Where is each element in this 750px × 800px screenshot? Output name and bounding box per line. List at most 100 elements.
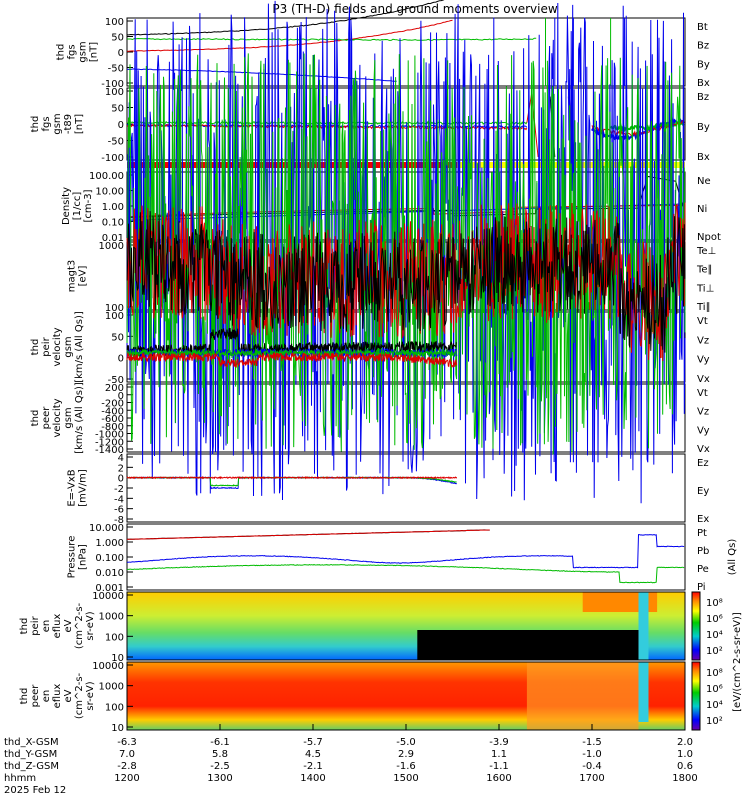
legend-Bz: Bz bbox=[697, 92, 709, 103]
ylabel-line: (cm^2-s- bbox=[74, 672, 85, 719]
xaxis-value: 1.1 bbox=[491, 749, 507, 760]
xaxis-row-label: thd_Y-GSM bbox=[4, 749, 57, 760]
colorbar-tick: 10⁴ bbox=[706, 700, 723, 711]
colorbar bbox=[691, 591, 701, 661]
ytick-label: -1200 bbox=[95, 437, 124, 448]
ytick-label: -800 bbox=[101, 422, 124, 433]
ylabel-line: (cm^2-s- bbox=[74, 602, 85, 649]
legend-Bt: Bt bbox=[697, 22, 708, 33]
peer-spectrogram-stripe bbox=[638, 662, 649, 722]
ylabel-line: thd bbox=[19, 618, 30, 635]
ytick-label: 50 bbox=[111, 104, 124, 115]
ylabel-line: -t89 bbox=[63, 114, 74, 134]
ylabel-line: velocity bbox=[52, 327, 63, 366]
legend-Vy: Vy bbox=[697, 425, 710, 436]
ylabel-line: [nT] bbox=[74, 114, 85, 134]
series-Bz bbox=[127, 19, 453, 52]
ytick-label: 1000 bbox=[99, 612, 124, 623]
ytick-label: 0 bbox=[118, 48, 124, 59]
ytick-label: 100 bbox=[105, 17, 124, 28]
ylabel-line: eV bbox=[63, 619, 74, 632]
ylabel-line: gsm bbox=[78, 41, 89, 62]
ylabel-line: [nT] bbox=[89, 42, 100, 62]
side-label: (All Qs) bbox=[727, 539, 738, 576]
ytick-label: 10.000 bbox=[89, 523, 124, 534]
xaxis-value: 1200 bbox=[114, 773, 139, 784]
ytick-label: 0 bbox=[118, 391, 124, 402]
legend-Vt: Vt bbox=[697, 388, 708, 399]
xaxis-value: 1400 bbox=[300, 773, 325, 784]
ytick-label: -8 bbox=[114, 515, 124, 526]
ytick-label: 10 bbox=[111, 723, 124, 734]
legend-Vz: Vz bbox=[697, 335, 709, 346]
legend-Vt: Vt bbox=[697, 316, 708, 327]
legend-Bx: Bx bbox=[697, 152, 710, 163]
legend-Ez: Ez bbox=[697, 458, 709, 469]
date-label: 2025 Feb 12 bbox=[4, 785, 66, 796]
ytick-label: 10000 bbox=[92, 661, 124, 672]
ylabel-line: fgs bbox=[67, 44, 78, 59]
ytick-label: 10.00 bbox=[95, 187, 124, 198]
ylabel-line: eV bbox=[63, 689, 74, 702]
xaxis-value: -1.5 bbox=[582, 737, 602, 748]
legend-Pb: Pb bbox=[697, 546, 709, 557]
legend-Bz: Bz bbox=[697, 41, 709, 52]
xaxis-value: -1.1 bbox=[489, 761, 509, 772]
series-By bbox=[127, 37, 537, 42]
colorbar-tick: 10⁸ bbox=[706, 668, 723, 679]
figure-title: P3 (TH-D) fields and ground moments over… bbox=[272, 2, 557, 16]
ytick-label: -2 bbox=[114, 484, 124, 495]
series-Bt bbox=[127, 0, 445, 36]
colorbar-tick: 10² bbox=[706, 646, 723, 657]
ytick-label: -200 bbox=[101, 399, 124, 410]
colorbar-tick: 10⁸ bbox=[706, 598, 723, 609]
legend-Te⊥: Te⊥ bbox=[696, 246, 716, 257]
ytick-label: 200 bbox=[105, 383, 124, 394]
legend-Ti∥: Ti∥ bbox=[696, 302, 711, 313]
ylabel-line: [mV/m] bbox=[78, 469, 89, 507]
ylabel-line: fgs bbox=[41, 116, 52, 131]
ylabel-line: thd bbox=[56, 44, 67, 61]
xaxis-value: 1.0 bbox=[677, 749, 693, 760]
ytick-label: 100 bbox=[105, 632, 124, 643]
peer-spectrogram-patch bbox=[526, 662, 639, 730]
ylabel-line: E=-VxB bbox=[67, 469, 78, 506]
xaxis-value: 2.9 bbox=[398, 749, 414, 760]
ylabel-line: peir bbox=[30, 615, 41, 635]
ytick-label: -1400 bbox=[95, 445, 124, 456]
ytick-label: 1.00 bbox=[102, 202, 124, 213]
xaxis-row-label: thd_Z-GSM bbox=[4, 761, 59, 772]
ylabel-line: sr-eV) bbox=[85, 611, 96, 640]
xaxis-value: -1.0 bbox=[582, 749, 602, 760]
ylabel-line: en bbox=[41, 620, 52, 633]
ytick-label: 0.010 bbox=[95, 568, 124, 579]
legend-Ti⊥: Ti⊥ bbox=[696, 283, 714, 294]
xaxis-value: 4.5 bbox=[305, 749, 321, 760]
ytick-label: 0 bbox=[118, 354, 124, 365]
xaxis-value: 2.0 bbox=[677, 737, 693, 748]
ylabel-line: velocity bbox=[52, 398, 63, 437]
ytick-label: -6 bbox=[114, 505, 124, 516]
ylabel-line: gsm bbox=[52, 113, 63, 134]
colorbar-unit: [eV/(cm^2-s-sr-eV)] bbox=[732, 612, 743, 712]
ylabel-line: Density bbox=[61, 187, 72, 225]
ylabel-line: [km/s (All Qs)] bbox=[74, 382, 85, 454]
ytick-label: 4 bbox=[118, 453, 124, 464]
ylabel-line: eflux bbox=[52, 614, 63, 639]
xaxis-value: 1700 bbox=[579, 773, 604, 784]
ytick-label: 0.001 bbox=[95, 583, 124, 594]
xaxis-value: 5.8 bbox=[212, 749, 228, 760]
ylabel-line: thd bbox=[30, 116, 41, 133]
ylabel-line: thd bbox=[30, 410, 41, 427]
panel-frame-peir_spec bbox=[126, 591, 686, 661]
ytick-label: -50 bbox=[108, 137, 124, 148]
legend-Vx: Vx bbox=[697, 444, 710, 455]
ylabel-line: [nPa] bbox=[78, 544, 89, 570]
xaxis-value: -5.0 bbox=[396, 737, 416, 748]
ytick-label: -100 bbox=[101, 79, 124, 90]
ylabel-line: thd bbox=[19, 688, 30, 705]
ytick-label: 100 bbox=[105, 311, 124, 322]
xaxis-value: 0.6 bbox=[677, 761, 693, 772]
ylabel-line: magt3 bbox=[67, 260, 78, 293]
